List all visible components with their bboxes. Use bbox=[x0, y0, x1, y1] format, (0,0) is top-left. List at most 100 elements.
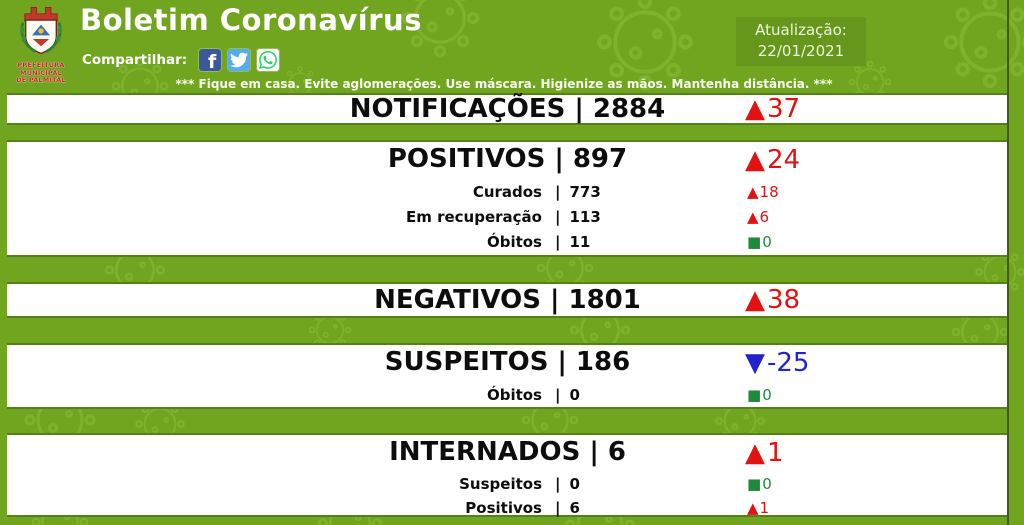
delta-value: 0 bbox=[762, 475, 772, 493]
substat-label: Óbitos bbox=[486, 233, 542, 251]
stat-delta: ▲ 37 bbox=[745, 94, 801, 124]
stat-delta: ▲ 24 bbox=[745, 142, 800, 178]
stat-row-suspeitos: SUSPEITOS | 186 ▼ -25 Óbitos | 0 ■0 bbox=[7, 343, 1008, 409]
stat-value: 186 bbox=[575, 347, 631, 377]
stat-title-line: NOTIFICAÇÕES | 2884 bbox=[7, 94, 1008, 124]
substat-delta: ▲1 bbox=[747, 497, 769, 519]
delta-up-icon: ▲ bbox=[745, 94, 765, 124]
update-box: Atualização: 22/01/2021 bbox=[736, 17, 866, 66]
delta-up-icon: ▲ bbox=[747, 183, 759, 201]
stat-delta: ▲ 38 bbox=[745, 284, 800, 316]
substat-row-obitos: Óbitos | 0 ■0 bbox=[7, 383, 1008, 408]
safety-banner: *** Fique em casa. Evite aglomerações. U… bbox=[175, 77, 833, 91]
substat-label: Em recuperação bbox=[406, 208, 542, 226]
share-label: Compartilhar: bbox=[82, 52, 188, 68]
substat-delta: ■0 bbox=[747, 383, 772, 408]
stat-title-line: SUSPEITOS | 186 bbox=[7, 345, 1008, 379]
substat-delta: ■0 bbox=[747, 230, 772, 255]
substat-delta: ■0 bbox=[747, 473, 772, 495]
substat-row-suspeitos: Suspeitos | 0 ■0 bbox=[7, 473, 1008, 495]
delta-down-icon: ▼ bbox=[745, 348, 765, 378]
update-date: 22/01/2021 bbox=[757, 42, 845, 60]
separator: | bbox=[550, 285, 560, 315]
substat-delta: ▲18 bbox=[747, 180, 779, 205]
substat-value: 0 bbox=[569, 386, 580, 404]
delta-steady-icon: ■ bbox=[747, 475, 762, 493]
separator: | bbox=[554, 144, 564, 174]
delta-value: 0 bbox=[762, 233, 772, 251]
delta-value: 38 bbox=[767, 285, 801, 315]
substat-value: 0 bbox=[569, 475, 580, 493]
stat-value: 897 bbox=[572, 144, 628, 174]
stat-label: SUSPEITOS bbox=[384, 347, 549, 377]
stat-value: 1801 bbox=[568, 285, 641, 315]
stat-value: 6 bbox=[607, 437, 626, 467]
logo-caption: PREFEITURA MUNICIPAL DE PALMITAL bbox=[11, 61, 71, 85]
page-title: Boletim Coronavírus bbox=[80, 3, 422, 37]
substat-row-positivos: Positivos | 6 ▲1 bbox=[7, 497, 1008, 519]
delta-up-icon: ▲ bbox=[745, 285, 765, 315]
logo-caption-line: PREFEITURA bbox=[17, 61, 65, 69]
stat-title-line: INTERNADOS | 6 bbox=[7, 435, 1008, 469]
separator: | bbox=[589, 437, 599, 467]
stat-delta: ▼ -25 bbox=[745, 345, 809, 381]
separator: | bbox=[555, 183, 561, 201]
substat-value: 113 bbox=[569, 208, 601, 226]
stat-label: INTERNADOS bbox=[389, 437, 581, 467]
substat-label: Óbitos bbox=[486, 386, 542, 404]
delta-value: 37 bbox=[767, 94, 801, 124]
separator: | bbox=[555, 475, 561, 493]
right-border-line bbox=[1007, 0, 1009, 525]
share-bar: Compartilhar: f bbox=[82, 49, 280, 71]
substat-label: Curados bbox=[472, 183, 542, 201]
stat-label: NOTIFICAÇÕES bbox=[349, 94, 566, 124]
stat-row-positivos: POSITIVOS | 897 ▲ 24 Curados | 773 ▲18 Em … bbox=[7, 140, 1008, 257]
separator: | bbox=[555, 208, 561, 226]
stat-row-negativos: NEGATIVOS | 1801 ▲ 38 bbox=[7, 282, 1008, 318]
separator: | bbox=[555, 499, 561, 517]
delta-up-icon: ▲ bbox=[745, 145, 765, 175]
substat-label: Suspeitos bbox=[459, 475, 542, 493]
substat-label: Positivos bbox=[465, 499, 542, 517]
stat-label: POSITIVOS bbox=[387, 144, 546, 174]
separator: | bbox=[555, 233, 561, 251]
crest-icon bbox=[19, 7, 63, 55]
delta-value: -25 bbox=[767, 348, 810, 378]
stat-title-line: NEGATIVOS | 1801 bbox=[7, 284, 1008, 316]
substat-row-obitos: Óbitos | 11 ■0 bbox=[7, 230, 1008, 255]
substat-value: 773 bbox=[569, 183, 601, 201]
stat-value: 2884 bbox=[592, 94, 666, 124]
facebook-icon[interactable]: f bbox=[199, 49, 222, 71]
twitter-icon[interactable] bbox=[228, 49, 251, 71]
whatsapp-icon[interactable] bbox=[257, 49, 280, 71]
update-label: Atualização: bbox=[755, 21, 847, 39]
delta-value: 18 bbox=[759, 183, 779, 201]
delta-up-icon: ▲ bbox=[747, 499, 759, 517]
stat-delta: ▲ 1 bbox=[745, 435, 784, 471]
logo-caption-line: MUNICIPAL bbox=[20, 68, 62, 77]
stat-title-line: POSITIVOS | 897 bbox=[7, 142, 1008, 176]
delta-value: 6 bbox=[759, 208, 770, 226]
substat-value: 11 bbox=[569, 233, 591, 251]
delta-up-icon: ▲ bbox=[747, 208, 759, 226]
substat-value: 6 bbox=[569, 499, 580, 517]
separator: | bbox=[555, 386, 561, 404]
delta-value: 0 bbox=[762, 386, 772, 404]
substat-row-curados: Curados | 773 ▲18 bbox=[7, 180, 1008, 205]
logo-caption-line: DE PALMITAL bbox=[16, 76, 66, 84]
city-crest-logo: PREFEITURA MUNICIPAL DE PALMITAL bbox=[11, 3, 71, 85]
separator: | bbox=[557, 347, 567, 377]
facebook-f-glyph: f bbox=[208, 51, 217, 71]
header: PREFEITURA MUNICIPAL DE PALMITAL Boletim… bbox=[0, 0, 1024, 93]
delta-value: 1 bbox=[759, 499, 770, 517]
substat-row-em-recuperacao: Em recuperação | 113 ▲6 bbox=[7, 205, 1008, 230]
stat-label: NEGATIVOS bbox=[374, 285, 541, 315]
delta-steady-icon: ■ bbox=[747, 233, 762, 251]
delta-up-icon: ▲ bbox=[745, 438, 765, 468]
stat-row-internados: INTERNADOS | 6 ▲ 1 Suspeitos | 0 ■0 Positi… bbox=[7, 433, 1008, 517]
separator: | bbox=[574, 94, 584, 124]
substat-delta: ▲6 bbox=[747, 205, 769, 230]
delta-steady-icon: ■ bbox=[747, 386, 762, 404]
delta-value: 1 bbox=[767, 438, 784, 468]
